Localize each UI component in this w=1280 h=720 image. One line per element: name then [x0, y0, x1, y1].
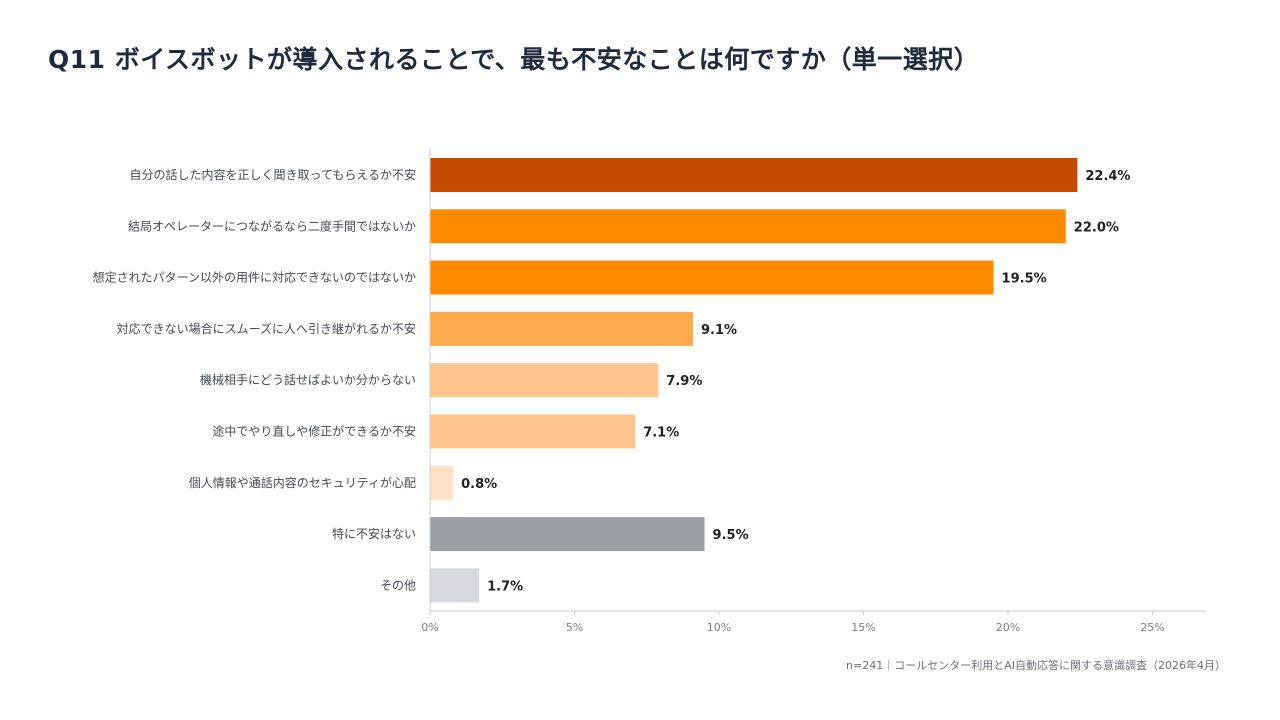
value-labels: 22.4% 22.0% 19.5% 9.1% 7.9% 7.1% 0.8% 9.5% 1.7%	[461, 169, 1130, 594]
bar	[430, 311, 693, 346]
x-tick-label: 0%	[421, 621, 438, 634]
bar	[430, 568, 480, 603]
bar	[430, 158, 1078, 192]
category-label: 機械相手にどう話せばよいか分からない	[200, 372, 416, 387]
category-label: 個人情報や通話内容のセキュリティが心配	[189, 475, 416, 490]
bar	[430, 363, 659, 398]
x-tick-label: 15%	[851, 621, 875, 634]
x-tick-label: 5%	[566, 621, 583, 634]
category-labels: 自分の話した内容を正しく聞き取ってもらえるか不安結局オペレーターにつながるなら二…	[93, 167, 416, 592]
value-label: 0.8%	[461, 477, 497, 492]
value-label: 7.1%	[643, 426, 679, 441]
category-label: 途中でやり直しや修正ができるか不安	[212, 424, 416, 439]
bar	[430, 209, 1066, 244]
value-label: 22.0%	[1074, 220, 1119, 235]
category-label: その他	[380, 578, 416, 592]
x-tick-label: 25%	[1140, 621, 1164, 634]
bars-layer	[430, 158, 1078, 603]
category-label: 特に不安はない	[332, 526, 416, 541]
value-label: 7.9%	[666, 374, 702, 389]
bar	[430, 260, 994, 295]
category-label: 結局オペレーターにつながるなら二度手間ではないか	[128, 218, 416, 233]
category-label: 自分の話した内容を正しく聞き取ってもらえるか不安	[130, 167, 416, 182]
x-tick-label: 10%	[707, 621, 731, 634]
bar	[430, 414, 636, 449]
page-title: Q11 ボイスボットが導入されることで、最も不安なことは何ですか（単一選択）	[48, 45, 980, 74]
footnote: n=241｜コールセンター利用とAI自動応答に関する意識調査（2026年4月）	[846, 659, 1226, 672]
value-label: 22.4%	[1085, 169, 1130, 184]
x-tick-label: 20%	[996, 621, 1020, 634]
category-label: 対応できない場合にスムーズに人へ引き継がれるか不安	[117, 321, 416, 336]
value-label: 19.5%	[1002, 272, 1047, 287]
axes-layer: 0% 5% 10% 15% 20% 25%	[421, 148, 1206, 634]
value-label: 9.5%	[713, 528, 749, 543]
category-label: 想定されたパターン以外の用件に対応できないのではないか	[93, 270, 416, 285]
bar	[430, 465, 454, 500]
bar	[430, 517, 705, 552]
value-label: 1.7%	[487, 579, 523, 594]
value-label: 9.1%	[701, 323, 737, 338]
